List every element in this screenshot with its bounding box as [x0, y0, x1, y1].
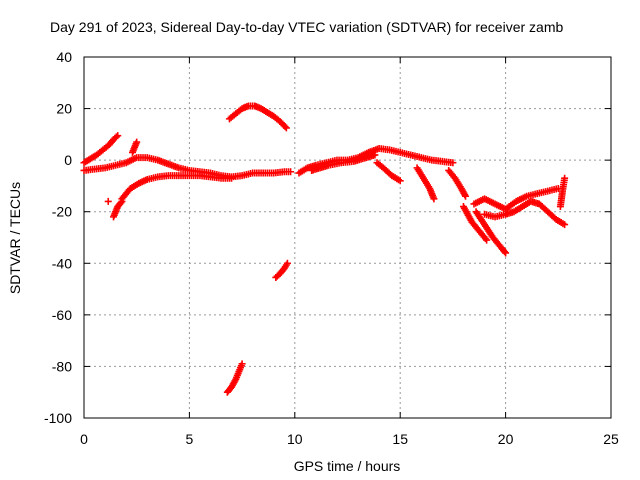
data-point: [112, 133, 120, 141]
data-point: [282, 124, 290, 132]
data-point: [118, 197, 126, 205]
data-point: [133, 138, 141, 146]
data-point: [238, 360, 246, 368]
data-series: [556, 174, 569, 211]
data-series: [373, 159, 404, 185]
data-point: [449, 159, 457, 167]
grid: [84, 57, 611, 418]
data-series: [128, 138, 141, 156]
plot-frame: [83, 56, 612, 419]
data-series: [223, 360, 246, 396]
data-series: [459, 203, 491, 244]
data-series: [413, 164, 438, 203]
data-point: [483, 236, 491, 244]
data-point: [561, 174, 569, 182]
data-marks: [80, 102, 569, 396]
data-point: [281, 123, 289, 131]
data-series: [80, 132, 122, 167]
data-series: [472, 208, 510, 257]
x-tick-label: 15: [392, 431, 408, 447]
y-axis-label: SDTVAR / TECUs: [7, 182, 23, 294]
y-tick-label: 40: [56, 49, 72, 65]
data-point: [502, 249, 510, 257]
data-point: [396, 177, 404, 185]
data-point: [462, 192, 470, 200]
y-tick-label: -40: [52, 255, 72, 271]
data-point: [430, 195, 438, 203]
data-point: [287, 168, 295, 176]
y-tick-label: 20: [56, 101, 72, 117]
data-series: [445, 166, 470, 200]
data-point: [117, 199, 125, 207]
data-point: [283, 259, 291, 267]
data-series: [470, 185, 562, 213]
data-point: [371, 151, 379, 159]
y-tick-label: -80: [52, 358, 72, 374]
data-point: [104, 197, 112, 205]
x-tick-label: 10: [287, 431, 303, 447]
data-point: [228, 174, 236, 182]
y-tick-label: -100: [44, 410, 72, 426]
data-series: [118, 172, 236, 203]
data-series: [104, 197, 112, 205]
y-tick-label: -60: [52, 307, 72, 323]
y-tick-label: -20: [52, 204, 72, 220]
data-series: [308, 151, 379, 174]
x-tick-label: 20: [498, 431, 514, 447]
chart-title: Day 291 of 2023, Sidereal Day-to-day VTE…: [50, 19, 563, 35]
x-axis-label: GPS time / hours: [294, 458, 401, 474]
data-series: [272, 259, 291, 281]
ticks: 0 5 10 15 20 25 -100 -80 -60 -40 -20 0 20 40: [44, 49, 619, 447]
data-series: [110, 197, 126, 221]
y-tick-label: 0: [64, 152, 72, 168]
data-point: [561, 221, 569, 229]
data-series: [225, 102, 290, 132]
data-series: [481, 197, 569, 229]
data-point: [114, 132, 122, 140]
x-tick-label: 25: [603, 431, 619, 447]
x-tick-label: 0: [80, 431, 88, 447]
data-point: [501, 248, 509, 256]
x-tick-label: 5: [186, 431, 194, 447]
